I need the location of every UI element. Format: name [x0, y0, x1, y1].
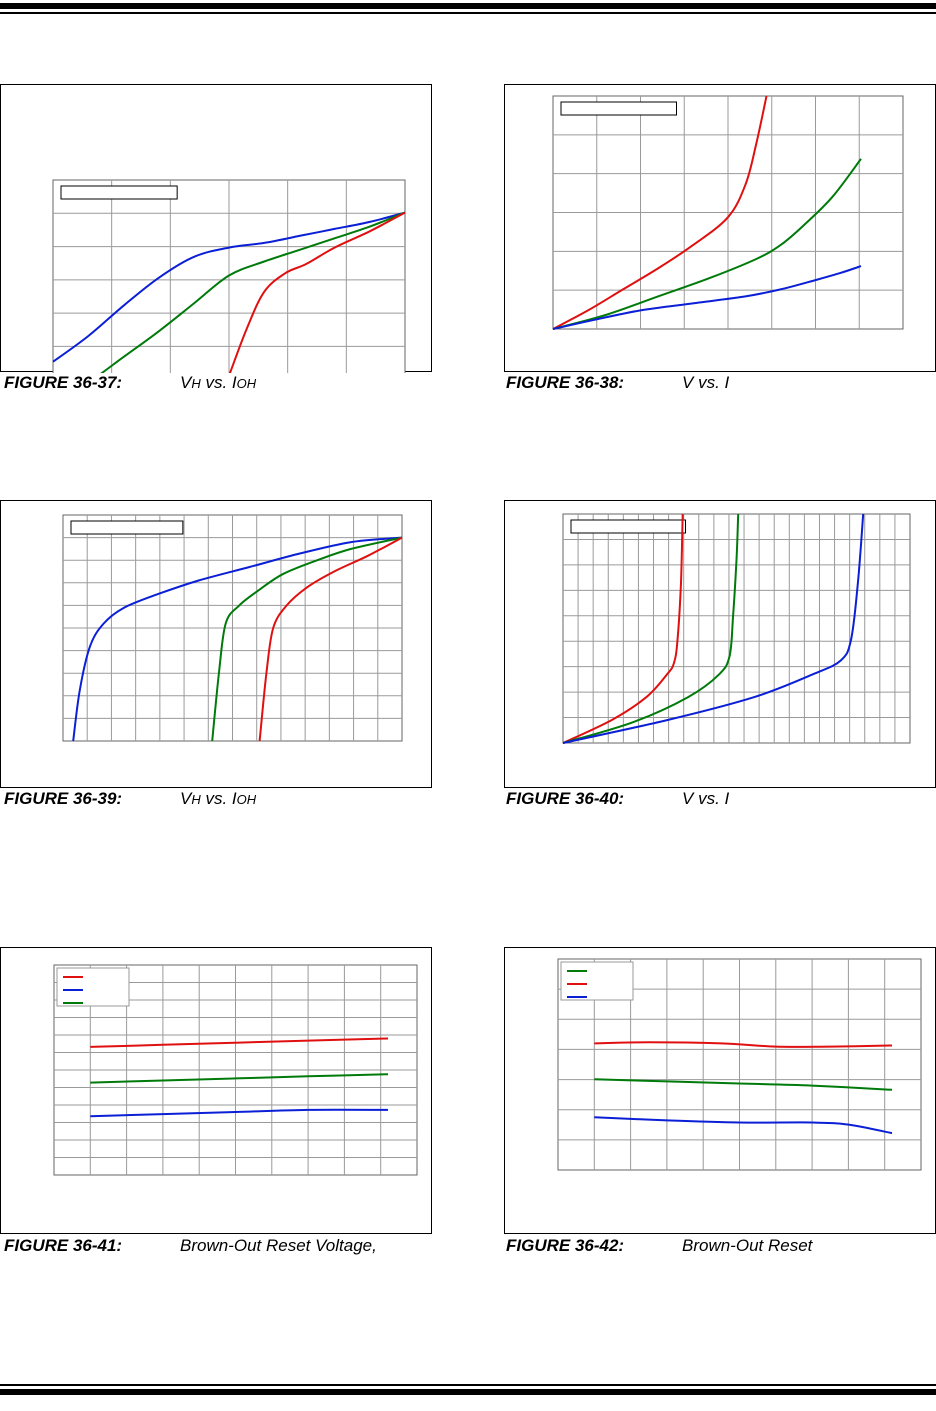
figure-box-36-42 — [504, 947, 936, 1234]
series-line-2 — [562, 513, 740, 744]
caption-text: V — [682, 373, 694, 392]
figure-box-36-40 — [504, 500, 936, 788]
top-rule-thin — [0, 12, 936, 14]
series-line-3 — [90, 1108, 389, 1118]
series-line-1 — [594, 1041, 893, 1048]
series-line-1 — [552, 95, 768, 330]
figure-number: FIGURE 36-38: — [506, 373, 625, 392]
figure-box-36-39 — [0, 500, 432, 788]
legend-box — [570, 519, 687, 534]
caption-36-41: FIGURE 36-41: Brown-Out Reset Voltage, — [4, 1236, 377, 1256]
series-line-1 — [562, 513, 684, 744]
caption-subscript: OH — [236, 792, 257, 807]
caption-36-39: FIGURE 36-39: VH vs. IOH — [4, 789, 256, 809]
caption-36-37: FIGURE 36-37: VH vs. IOH — [4, 373, 256, 393]
figure-box-36-37 — [0, 84, 432, 373]
legend-box — [560, 101, 677, 116]
caption-text: Brown-Out Reset — [682, 1236, 813, 1255]
caption-text: vs. I — [693, 373, 730, 392]
caption-text: Brown-Out Reset Voltage, — [180, 1236, 377, 1255]
caption-36-38: FIGURE 36-38: V vs. I — [506, 373, 729, 393]
caption-subscript: H — [191, 792, 201, 807]
series-line-3 — [562, 513, 865, 744]
series-line-3 — [258, 536, 403, 742]
series-line-1 — [72, 536, 403, 742]
caption-subscript: H — [191, 376, 201, 391]
series-line-3 — [228, 211, 406, 373]
caption-text: vs. I — [200, 789, 237, 808]
series-line-3 — [594, 1116, 893, 1135]
figure-box-36-38 — [504, 84, 936, 372]
figure-number: FIGURE 36-40: — [506, 789, 625, 808]
figure-number: FIGURE 36-42: — [506, 1236, 625, 1255]
chart-36-37 — [52, 179, 406, 373]
caption-subscript: OH — [236, 376, 257, 391]
legend-box — [70, 520, 184, 535]
series-line-3 — [552, 265, 862, 330]
caption-text: V — [682, 789, 694, 808]
figure-number: FIGURE 36-37: — [4, 373, 123, 392]
chart-36-38 — [552, 95, 904, 330]
bottom-rule-thin — [0, 1384, 936, 1386]
legend-box — [56, 967, 130, 1007]
legend-box — [560, 961, 634, 1001]
series-line-1 — [90, 1037, 389, 1048]
caption-36-42: FIGURE 36-42: Brown-Out Reset — [506, 1236, 812, 1256]
caption-text: V — [180, 373, 192, 392]
series-line-2 — [100, 211, 406, 373]
bottom-rule-thick — [0, 1389, 936, 1395]
legend-box — [60, 185, 178, 200]
caption-text: vs. I — [200, 373, 237, 392]
chart-36-41 — [53, 964, 418, 1176]
series-line-2 — [211, 536, 403, 742]
series-line-2 — [552, 158, 862, 330]
figure-number: FIGURE 36-39: — [4, 789, 123, 808]
chart-36-39 — [62, 514, 403, 742]
series-line-2 — [90, 1073, 389, 1084]
figure-box-36-41 — [0, 947, 432, 1234]
caption-36-40: FIGURE 36-40: V vs. I — [506, 789, 729, 809]
series-line-1 — [52, 211, 406, 363]
series-line-2 — [594, 1078, 893, 1091]
caption-text: vs. I — [693, 789, 730, 808]
top-rule-thick — [0, 3, 936, 9]
figure-number: FIGURE 36-41: — [4, 1236, 123, 1255]
chart-36-42 — [557, 958, 922, 1171]
chart-36-40 — [562, 513, 911, 744]
caption-text: V — [180, 789, 192, 808]
